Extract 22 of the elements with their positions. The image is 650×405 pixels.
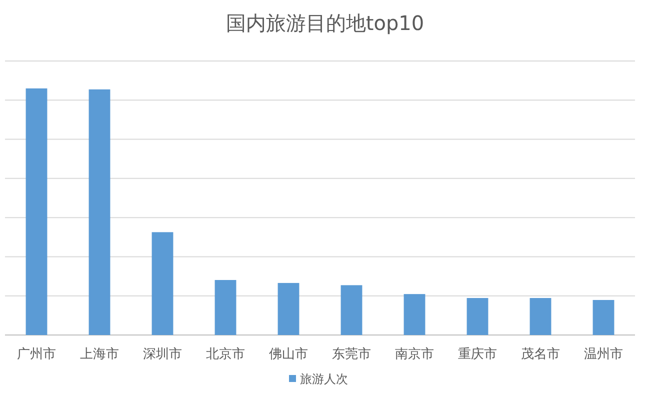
- bar: [466, 298, 488, 335]
- bar: [26, 88, 48, 335]
- x-tick-label: 重庆市: [458, 347, 497, 362]
- bar: [340, 285, 362, 335]
- x-tick-label: 南京市: [395, 347, 434, 362]
- x-tick-label: 茂名市: [521, 347, 560, 362]
- legend-label: 旅游人次: [300, 372, 348, 386]
- bar: [152, 232, 174, 335]
- chart-title: 国内旅游目的地top10: [226, 11, 424, 35]
- bar: [592, 300, 614, 335]
- x-tick-label: 深圳市: [143, 347, 182, 362]
- bar: [278, 282, 300, 335]
- bar: [530, 298, 552, 335]
- x-tick-label: 北京市: [206, 347, 245, 362]
- bar: [214, 280, 236, 335]
- x-tick-label: 温州市: [584, 347, 623, 362]
- bar: [88, 89, 110, 335]
- x-tick-label: 佛山市: [269, 347, 308, 362]
- x-tick-label: 广州市: [17, 347, 56, 362]
- x-tick-label: 东莞市: [332, 347, 371, 362]
- x-tick-label: 上海市: [80, 347, 119, 362]
- bar: [404, 294, 426, 335]
